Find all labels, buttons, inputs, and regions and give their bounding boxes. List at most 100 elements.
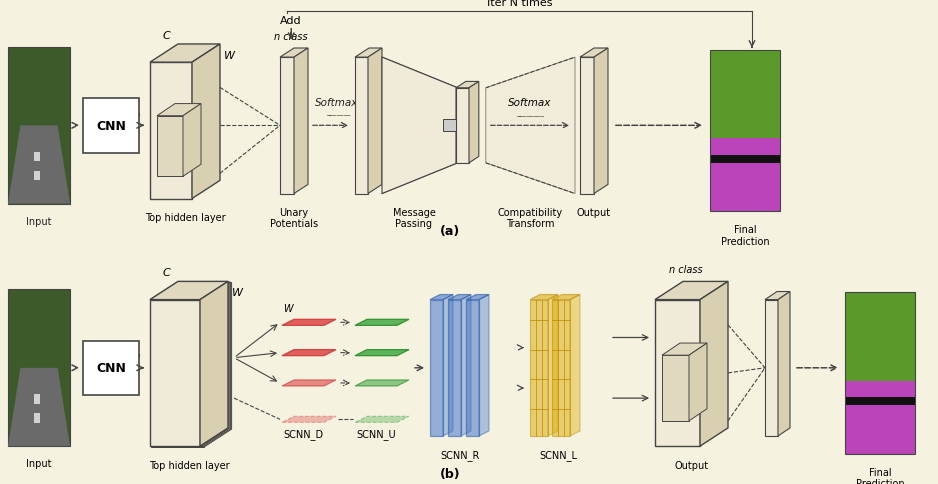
Polygon shape [552, 295, 580, 300]
Polygon shape [157, 117, 183, 177]
Polygon shape [570, 295, 580, 436]
Polygon shape [355, 416, 409, 423]
Polygon shape [448, 300, 461, 436]
Polygon shape [382, 58, 456, 194]
Polygon shape [201, 282, 229, 447]
Polygon shape [8, 48, 70, 204]
Polygon shape [456, 89, 469, 164]
Polygon shape [150, 282, 228, 300]
Text: Final
Prediction: Final Prediction [855, 467, 904, 484]
Polygon shape [183, 105, 201, 177]
Text: Input: Input [26, 216, 52, 226]
Text: C: C [162, 31, 170, 41]
Polygon shape [479, 295, 489, 436]
Text: Output: Output [674, 460, 708, 470]
Polygon shape [152, 283, 231, 301]
Text: SCNN_U: SCNN_U [356, 428, 396, 439]
Text: CNN: CNN [96, 120, 126, 133]
Text: CNN: CNN [96, 362, 126, 375]
Text: Unary
Potentials: Unary Potentials [270, 207, 318, 229]
Bar [710, 50, 780, 212]
Polygon shape [154, 283, 232, 301]
Text: (a): (a) [440, 225, 461, 238]
Polygon shape [530, 300, 548, 436]
Polygon shape [280, 49, 308, 58]
Polygon shape [655, 300, 700, 446]
Text: H: H [131, 112, 140, 122]
Polygon shape [34, 394, 40, 404]
Text: SCNN_L: SCNN_L [539, 449, 577, 460]
Polygon shape [486, 58, 575, 194]
Text: Top hidden layer: Top hidden layer [149, 460, 229, 470]
Polygon shape [157, 105, 201, 117]
Polygon shape [34, 152, 40, 162]
Text: W: W [232, 287, 243, 298]
Polygon shape [8, 290, 70, 446]
Polygon shape [461, 295, 471, 436]
Polygon shape [8, 368, 70, 446]
Text: Top hidden layer: Top hidden layer [144, 212, 225, 222]
Polygon shape [355, 319, 409, 326]
Polygon shape [150, 300, 200, 446]
Polygon shape [280, 58, 294, 194]
Polygon shape [282, 319, 336, 326]
Polygon shape [765, 292, 790, 300]
Polygon shape [430, 300, 443, 436]
Polygon shape [655, 282, 728, 300]
Text: Iter N times: Iter N times [487, 0, 552, 8]
Polygon shape [765, 300, 778, 436]
Polygon shape [200, 282, 228, 446]
Polygon shape [466, 300, 479, 436]
Text: Softmax: Softmax [315, 98, 358, 108]
Text: n class: n class [669, 265, 703, 275]
Polygon shape [548, 295, 558, 436]
Polygon shape [8, 126, 70, 204]
Polygon shape [355, 380, 409, 386]
Polygon shape [282, 380, 336, 386]
Text: H: H [131, 353, 140, 363]
Text: SCNN_D: SCNN_D [283, 428, 323, 439]
Text: ________: ________ [516, 111, 544, 117]
Text: n class: n class [275, 32, 308, 42]
Polygon shape [580, 58, 594, 194]
Bar [845, 292, 915, 454]
Polygon shape [150, 45, 220, 63]
Text: Output: Output [577, 207, 611, 217]
Polygon shape [845, 292, 915, 454]
Polygon shape [552, 300, 570, 436]
FancyBboxPatch shape [83, 99, 139, 153]
Polygon shape [355, 49, 382, 58]
Polygon shape [150, 300, 200, 446]
Polygon shape [282, 350, 336, 356]
Text: C: C [162, 268, 170, 278]
Polygon shape [203, 283, 231, 447]
Polygon shape [355, 58, 368, 194]
Polygon shape [368, 49, 382, 194]
Text: W: W [224, 51, 235, 61]
Text: Softmax: Softmax [508, 98, 552, 108]
Polygon shape [466, 295, 489, 300]
Polygon shape [469, 82, 478, 164]
Polygon shape [151, 301, 201, 447]
Polygon shape [150, 63, 192, 199]
Text: _______: _______ [325, 110, 350, 116]
Polygon shape [154, 301, 204, 447]
Polygon shape [662, 343, 707, 355]
Text: W: W [283, 303, 293, 314]
Polygon shape [530, 295, 558, 300]
Polygon shape [152, 301, 203, 447]
Polygon shape [845, 292, 915, 381]
Polygon shape [456, 82, 478, 89]
Text: Message
Passing: Message Passing [393, 207, 435, 229]
Polygon shape [34, 171, 40, 181]
FancyBboxPatch shape [83, 341, 139, 395]
Polygon shape [34, 413, 40, 423]
Polygon shape [594, 49, 608, 194]
Polygon shape [580, 49, 608, 58]
Polygon shape [204, 283, 232, 447]
Polygon shape [710, 50, 780, 139]
Polygon shape [294, 49, 308, 194]
Polygon shape [200, 282, 228, 446]
Polygon shape [448, 295, 471, 300]
Polygon shape [710, 50, 780, 212]
